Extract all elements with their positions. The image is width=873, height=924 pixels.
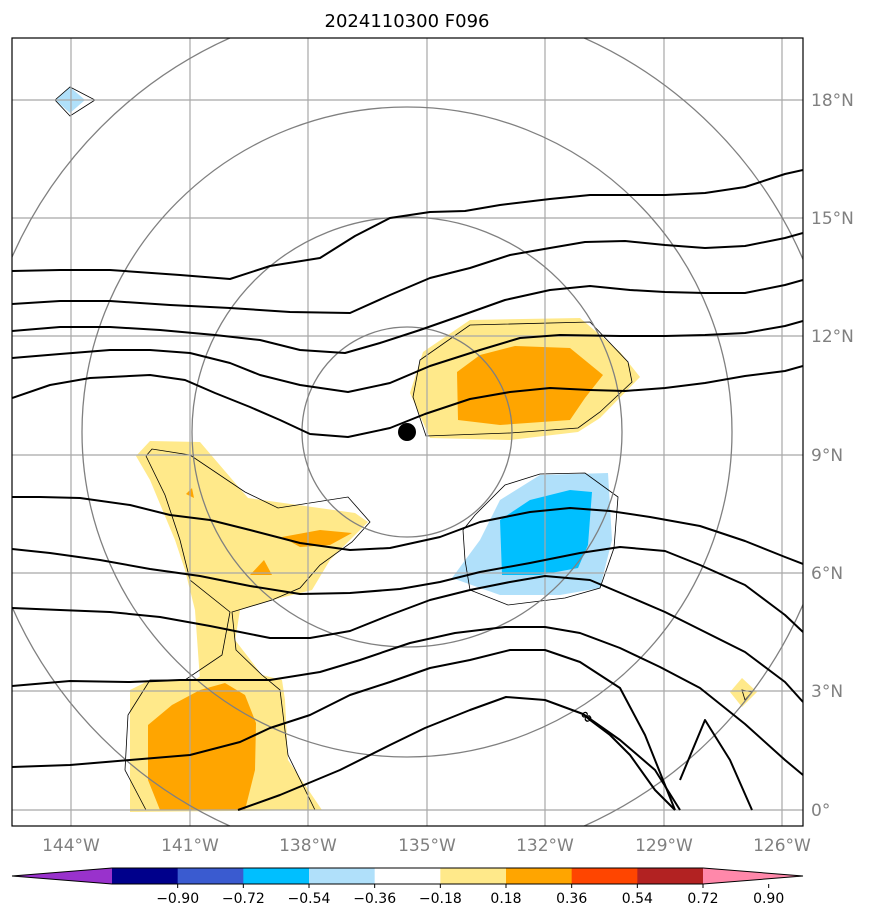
- map-frame: [11, 37, 804, 827]
- colorbar-tick-label: −0.54: [288, 891, 331, 907]
- colorbar-segment: [440, 868, 507, 884]
- lat-label: 12°N: [811, 327, 854, 347]
- range-rings: [12, 38, 803, 826]
- lon-label: 138°W: [279, 836, 337, 856]
- colorbar: −0.90 −0.72 −0.54 −0.36 −0.18 0.18 0.36 0.54 0.7…: [11, 867, 804, 907]
- colorbar-tick-label: 0.90: [753, 891, 784, 907]
- colorbar-tick-label: −0.90: [156, 891, 199, 907]
- lon-label: 129°W: [635, 836, 693, 856]
- lat-label: 15°N: [811, 209, 854, 229]
- longitude-labels: 144°W 141°W 138°W 135°W 132°W 129°W 126°…: [42, 836, 811, 856]
- colorbar-segment: [112, 868, 179, 884]
- negative-shading-dark: [500, 490, 592, 575]
- latitude-labels: 18°N 15°N 12°N 9°N 6°N 3°N 0°: [811, 91, 854, 821]
- lat-label: 0°: [811, 801, 830, 821]
- colorbar-tick-label: 0.72: [687, 891, 718, 907]
- colorbar-outline: [11, 867, 804, 885]
- colorbar-tick-label: 0.36: [556, 891, 587, 907]
- colorbar-segment: [243, 868, 310, 884]
- positive-shading-dark: [148, 346, 603, 810]
- colorbar-segment: [506, 868, 573, 884]
- colorbar-segment: [637, 868, 704, 884]
- map-gridlines: [12, 38, 803, 826]
- colorbar-tick-label: −0.18: [419, 891, 462, 907]
- lon-label: 144°W: [42, 836, 100, 856]
- colorbar-segment: [177, 868, 244, 884]
- colorbar-tick-label: −0.72: [222, 891, 265, 907]
- lat-label: 3°N: [811, 682, 843, 702]
- map-plot-area: 8: [12, 38, 803, 826]
- colorbar-tick-label: 0.18: [490, 891, 521, 907]
- lon-label: 141°W: [161, 836, 219, 856]
- storm-center-marker: [398, 423, 416, 441]
- colorbar-segment: [374, 868, 441, 884]
- colorbar-tick-label: −0.36: [353, 891, 396, 907]
- lon-label: 132°W: [516, 836, 574, 856]
- lat-label: 9°N: [811, 446, 843, 466]
- colorbar-tick-label: 0.54: [622, 891, 653, 907]
- colorbar-extend-max: [703, 868, 803, 884]
- lon-label: 135°W: [398, 836, 456, 856]
- colorbar-segment: [571, 868, 638, 884]
- lon-label: 126°W: [753, 836, 811, 856]
- height-contours: [12, 169, 803, 811]
- lat-label: 18°N: [811, 91, 854, 111]
- colorbar-extend-min: [12, 868, 112, 884]
- colorbar-segment: [309, 868, 376, 884]
- map-title: 2024110300 F096: [325, 11, 490, 32]
- lat-label: 6°N: [811, 564, 843, 584]
